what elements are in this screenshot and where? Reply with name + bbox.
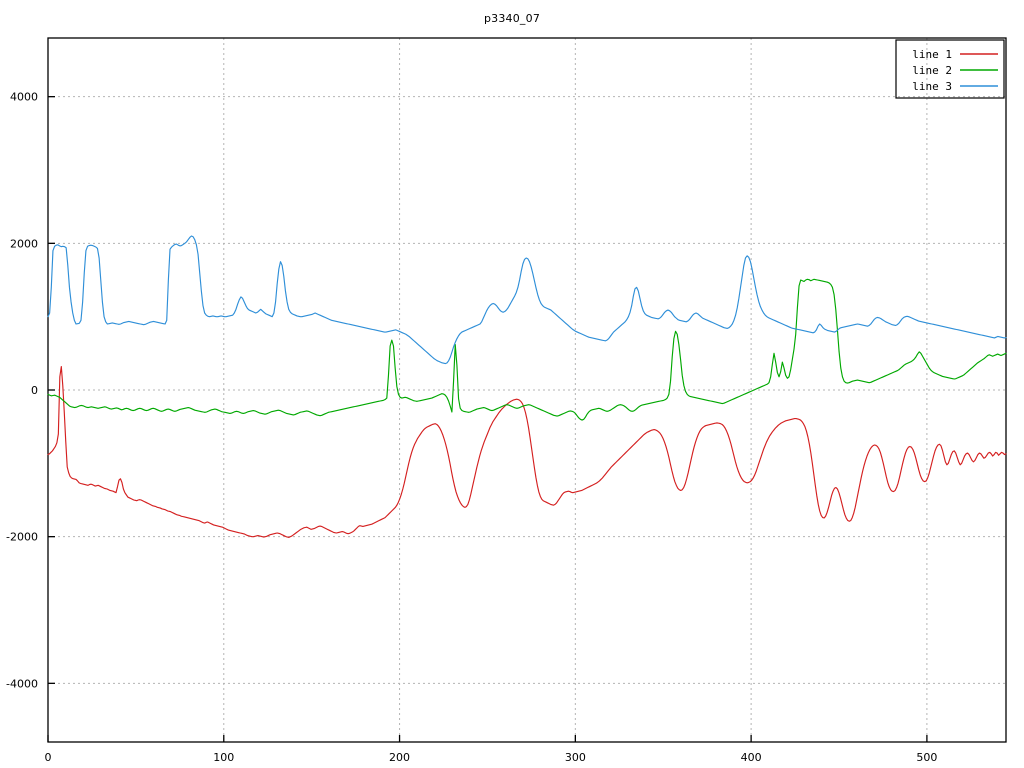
tick-marks-group [47, 96, 928, 742]
y-tick-label: -4000 [6, 677, 38, 690]
tick-labels-group: -4000 -2000 0 2000 4000 0 100 200 300 400 500 [6, 91, 937, 764]
data-series-group [47, 235, 1007, 538]
chart-legend: line 1 line 2 line 3 [895, 39, 1005, 99]
x-tick-label: 400 [741, 751, 762, 764]
chart-title: p3340_07 [483, 12, 541, 25]
y-tick-label: 2000 [10, 237, 38, 250]
y-tick-label: -2000 [6, 531, 38, 544]
series-line-1 [47, 365, 1007, 538]
y-tick-label: 0 [31, 384, 38, 397]
plot-border [47, 37, 1007, 743]
legend-label-1: line 1 [912, 48, 952, 61]
series-line-3 [47, 235, 1007, 365]
x-tick-label: 0 [45, 751, 52, 764]
x-tick-label: 500 [916, 751, 937, 764]
series-line-2 [47, 278, 1007, 421]
axis-frame [47, 37, 1007, 743]
x-tick-label: 200 [389, 751, 410, 764]
legend-box [895, 39, 1005, 99]
y-tick-label: 4000 [10, 91, 38, 104]
legend-label-3: line 3 [912, 80, 952, 93]
legend-label-2: line 2 [912, 64, 952, 77]
x-tick-label: 300 [565, 751, 586, 764]
gridlines-group [48, 38, 1006, 742]
x-tick-label: 100 [213, 751, 234, 764]
